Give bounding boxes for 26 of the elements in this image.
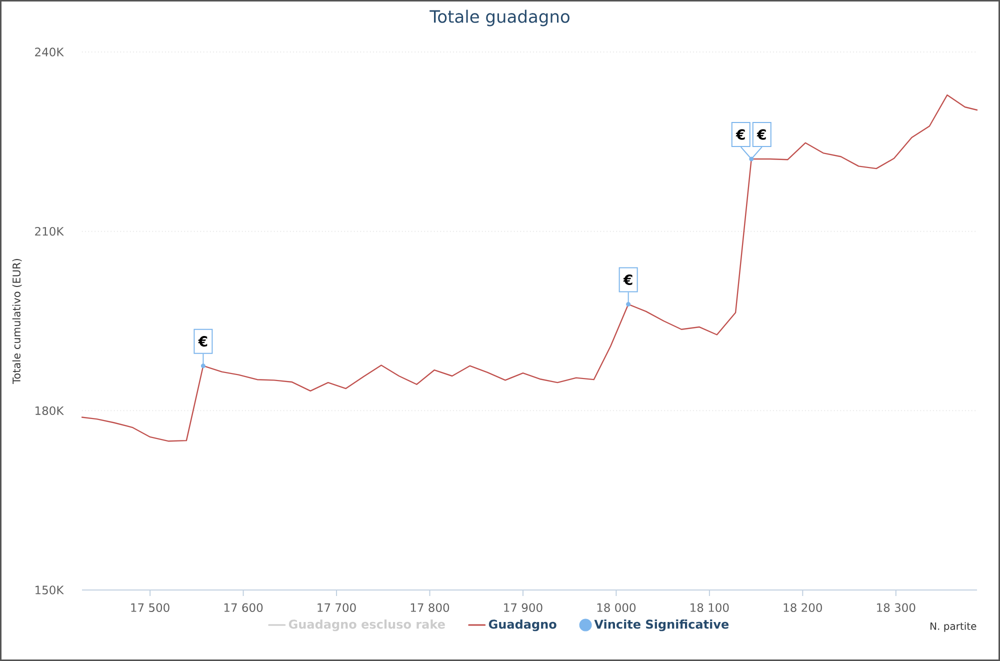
annotation: € [736,129,745,140]
point [200,364,206,368]
legend-label: Vincite Significative [594,619,729,632]
x-tick-label: 18 000 [597,603,636,612]
y-tick-label: 180K [36,406,64,416]
y-axis-title: Totale cumulativo (EUR) [12,258,22,384]
chart-title: Totale guadagno [430,10,570,26]
annotation: € [623,274,632,286]
x-tick-label: 17 700 [318,603,356,612]
x-tick-label: 18 200 [784,603,822,612]
y-tick-label: 150K [36,586,64,594]
point [749,156,754,162]
x-tick-label: 18 100 [690,603,729,612]
annotation: € [198,336,208,347]
x-tick-label: 17 900 [504,603,542,612]
annotation: € [756,129,766,140]
legend-label: Guadagno [488,619,556,632]
y-tick-label: 210K [35,226,64,236]
line-series [81,94,978,442]
x-tick-label: 17 800 [410,603,450,612]
x-tick-label: 17 600 [224,603,263,612]
x-axis-title: N. partite [930,622,976,632]
y-tick-label: 240K [35,48,64,56]
x-tick-label: 18 300 [877,603,916,612]
x-tick-label: 17 500 [131,603,170,612]
point [626,302,631,307]
